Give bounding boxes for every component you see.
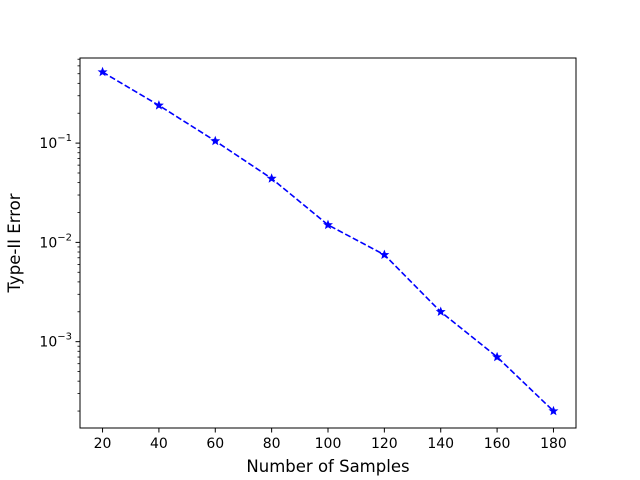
series-line xyxy=(102,71,555,412)
x-tick-label: 120 xyxy=(371,436,398,452)
data-point-marker xyxy=(266,173,277,183)
x-tick-label: 20 xyxy=(94,436,112,452)
data-point-marker xyxy=(548,405,559,416)
y-axis-ticks: 10−3 10−2 10−1 xyxy=(39,133,80,351)
plot-frame xyxy=(79,57,577,429)
data-point-marker xyxy=(435,306,446,317)
y-tick-label: 10−2 xyxy=(39,232,72,251)
x-axis-label: Number of Samples xyxy=(246,457,409,476)
y-axis-label: Type-II Error xyxy=(5,193,24,293)
series-layer xyxy=(97,66,559,416)
data-point-marker xyxy=(492,351,503,362)
plot-area xyxy=(80,58,576,428)
x-tick-label: 60 xyxy=(206,436,224,452)
y-tick-label: 10−1 xyxy=(39,133,72,152)
data-point-marker xyxy=(97,66,108,77)
x-tick-label: 40 xyxy=(150,436,168,452)
data-point-marker xyxy=(323,219,333,230)
data-point-marker xyxy=(379,249,390,260)
data-point-marker xyxy=(210,135,221,146)
y-tick-label: 10−3 xyxy=(39,332,72,351)
x-tick-label: 180 xyxy=(540,436,567,452)
x-tick-label: 80 xyxy=(263,436,281,452)
x-tick-label: 140 xyxy=(427,436,454,452)
data-point-marker xyxy=(153,100,164,110)
x-tick-label: 160 xyxy=(484,436,511,452)
x-tick-label: 100 xyxy=(315,436,342,452)
x-axis-ticks: 20 40 60 80 100 120 140 160 180 xyxy=(94,428,567,452)
